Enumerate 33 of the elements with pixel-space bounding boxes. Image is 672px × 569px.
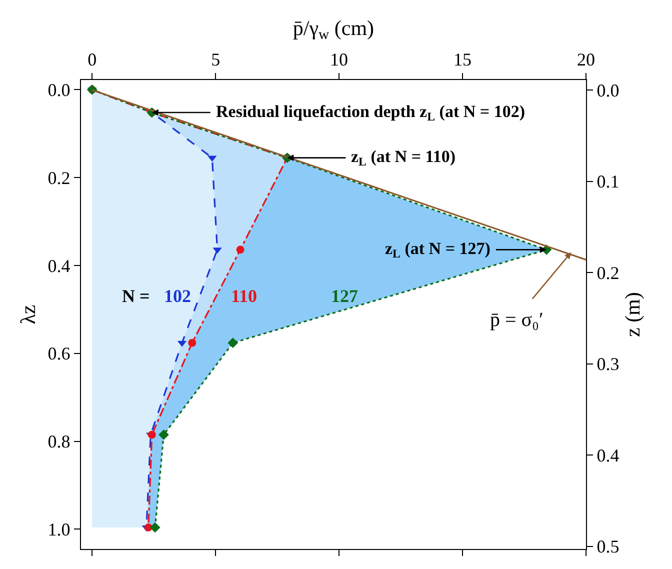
- series-label: 127: [331, 286, 358, 306]
- y-tick-label: 0.0: [48, 80, 70, 100]
- x-tick-label: 0: [88, 50, 97, 70]
- y2-tick-label: 0.3: [596, 354, 620, 374]
- y-tick-label: 0.4: [48, 256, 70, 276]
- point: [236, 246, 244, 254]
- x-tick-label: 5: [211, 50, 220, 70]
- y2-tick-label: 0.4: [596, 445, 620, 466]
- y2-tick-label: 0.0: [596, 80, 620, 100]
- y-tick-label: 0.2: [48, 168, 70, 188]
- series-label: 110: [231, 286, 258, 306]
- y2-axis-title: z (m): [620, 292, 644, 337]
- annotation: z$_{L}$ (at N = 110): [351, 147, 456, 169]
- point: [188, 338, 196, 347]
- x-axis-title: p̄/γ$_{w}$ (cm): [292, 16, 374, 44]
- y2-tick-label: 0.2: [596, 262, 620, 283]
- annotation: N =: [122, 286, 150, 306]
- y-axis-title: λz: [16, 304, 40, 324]
- y-tick-label: 1.0: [48, 520, 70, 540]
- y-tick-label: 0.6: [48, 344, 70, 364]
- y2-tick-label: 0.5: [596, 536, 620, 557]
- annotation: z$_{L}$ (at N = 127): [385, 239, 490, 261]
- x-tick-label: 10: [330, 50, 348, 70]
- point: [228, 338, 238, 348]
- x-tick-label: 20: [577, 50, 595, 70]
- point: [158, 430, 169, 440]
- y2-tick-label: 0.1: [596, 172, 620, 192]
- x-tick-label: 15: [454, 50, 472, 70]
- y-tick-label: 0.8: [48, 432, 70, 452]
- point: [150, 522, 160, 533]
- series-label: 102: [164, 286, 191, 306]
- annotation: Residual liquefaction depth z$_{L}$ (at N = 102): [216, 102, 525, 124]
- annotation: p̄ = σ₀′: [490, 309, 544, 331]
